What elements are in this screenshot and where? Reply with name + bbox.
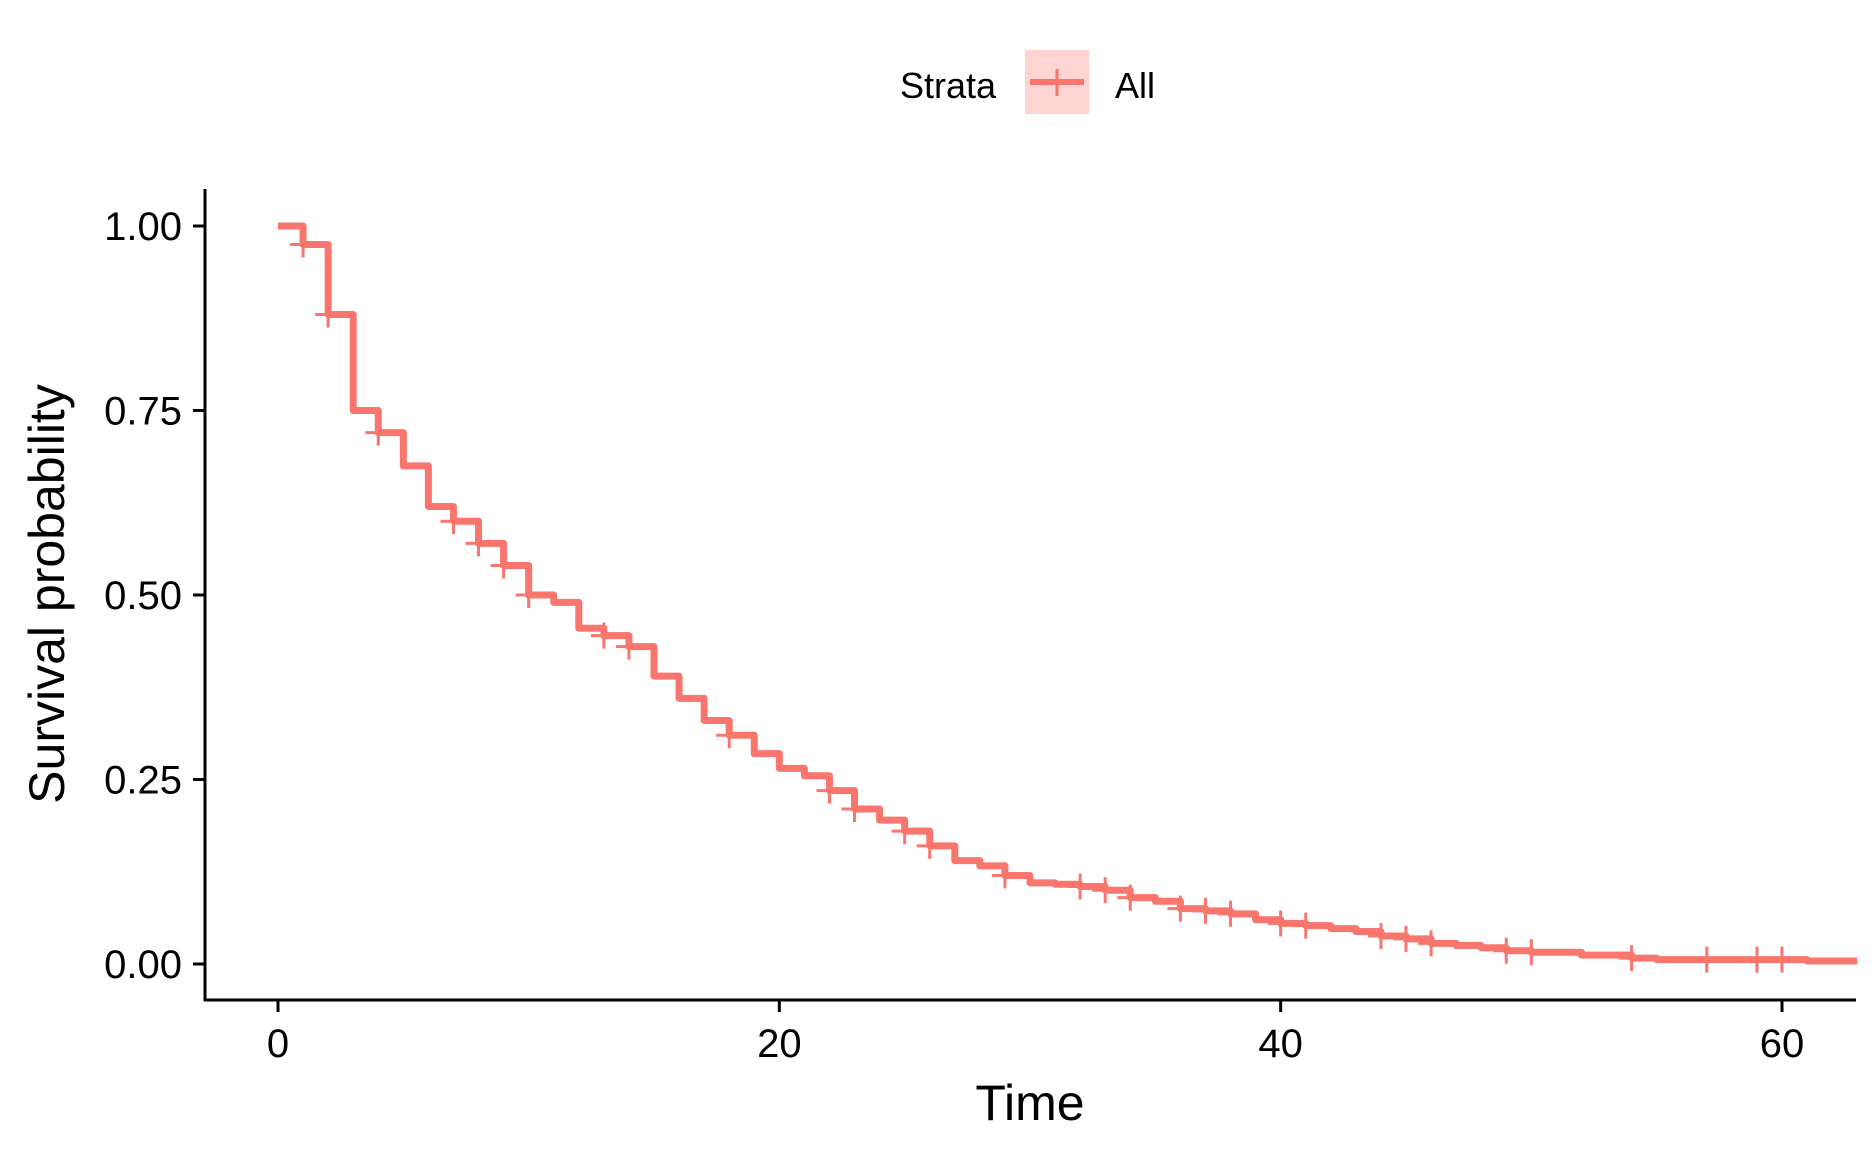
censor-mark xyxy=(1618,945,1645,972)
censor-mark xyxy=(615,633,642,660)
survival-curve-all xyxy=(278,222,1858,965)
censor-mark xyxy=(1067,873,1094,900)
censor-mark xyxy=(1743,946,1770,973)
legend-entry-all: All xyxy=(1115,65,1155,106)
censor-mark xyxy=(465,530,492,557)
censor-mark xyxy=(716,722,743,749)
censor-mark xyxy=(1217,900,1244,927)
censor-mark xyxy=(315,301,342,328)
x-axis-title: Time xyxy=(975,1075,1084,1131)
y-tick-label: 0.25 xyxy=(104,759,182,803)
censor-mark xyxy=(1418,930,1445,957)
censor-mark xyxy=(1117,884,1144,911)
y-tick-label: 1.00 xyxy=(104,205,182,249)
censor-mark xyxy=(490,552,517,579)
censor-mark xyxy=(1769,946,1795,973)
censor-mark xyxy=(1092,877,1119,904)
legend-title: Strata xyxy=(900,65,997,106)
censor-mark xyxy=(891,818,918,845)
censor-mark xyxy=(991,862,1018,889)
censor-mark xyxy=(1192,897,1219,924)
y-tick-label: 0.75 xyxy=(104,390,182,434)
censor-mark xyxy=(1693,946,1720,973)
censor-mark xyxy=(1267,910,1294,937)
x-tick-label: 40 xyxy=(1258,1022,1303,1066)
censor-mark xyxy=(1518,939,1545,966)
censor-mark xyxy=(1167,895,1194,922)
censor-mark xyxy=(1493,937,1520,964)
censor-mark xyxy=(1393,925,1419,952)
censor-mark xyxy=(816,777,843,804)
censor-mark xyxy=(590,622,617,649)
censor-mark xyxy=(916,832,943,859)
censor-mark xyxy=(1292,912,1319,939)
censor-mark xyxy=(290,231,317,258)
y-tick-label: 0.50 xyxy=(104,574,182,618)
x-tick-label: 60 xyxy=(1760,1022,1805,1066)
y-axis-title: Survival probability xyxy=(19,384,75,804)
censor-mark xyxy=(1367,922,1394,949)
censor-mark xyxy=(365,419,392,446)
x-tick-label: 20 xyxy=(757,1022,802,1066)
x-tick-label: 0 xyxy=(267,1022,289,1066)
censor-mark xyxy=(515,582,542,608)
censor-mark xyxy=(440,508,467,535)
censor-mark xyxy=(841,796,868,823)
y-tick-label: 0.00 xyxy=(104,943,182,987)
legend: Strata All xyxy=(900,50,1155,114)
